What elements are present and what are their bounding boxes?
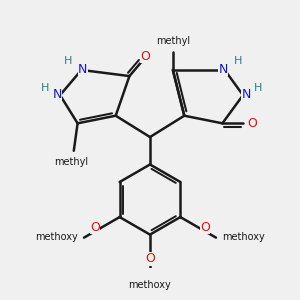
Text: methoxy: methoxy — [35, 232, 78, 242]
Text: O: O — [140, 50, 150, 63]
Text: N: N — [52, 88, 62, 101]
Text: H: H — [64, 56, 72, 66]
Text: methyl: methyl — [54, 157, 88, 167]
Text: O: O — [90, 221, 100, 234]
Text: O: O — [247, 117, 257, 130]
Text: methoxy: methoxy — [222, 232, 265, 242]
Text: N: N — [78, 63, 88, 76]
Text: H: H — [40, 83, 49, 93]
Text: methyl: methyl — [156, 36, 190, 46]
Text: O: O — [145, 253, 155, 266]
Text: O: O — [200, 221, 210, 234]
Text: H: H — [254, 83, 262, 93]
Text: N: N — [218, 63, 228, 76]
Text: methoxy: methoxy — [129, 280, 171, 290]
Text: H: H — [234, 56, 243, 66]
Text: N: N — [241, 88, 251, 101]
